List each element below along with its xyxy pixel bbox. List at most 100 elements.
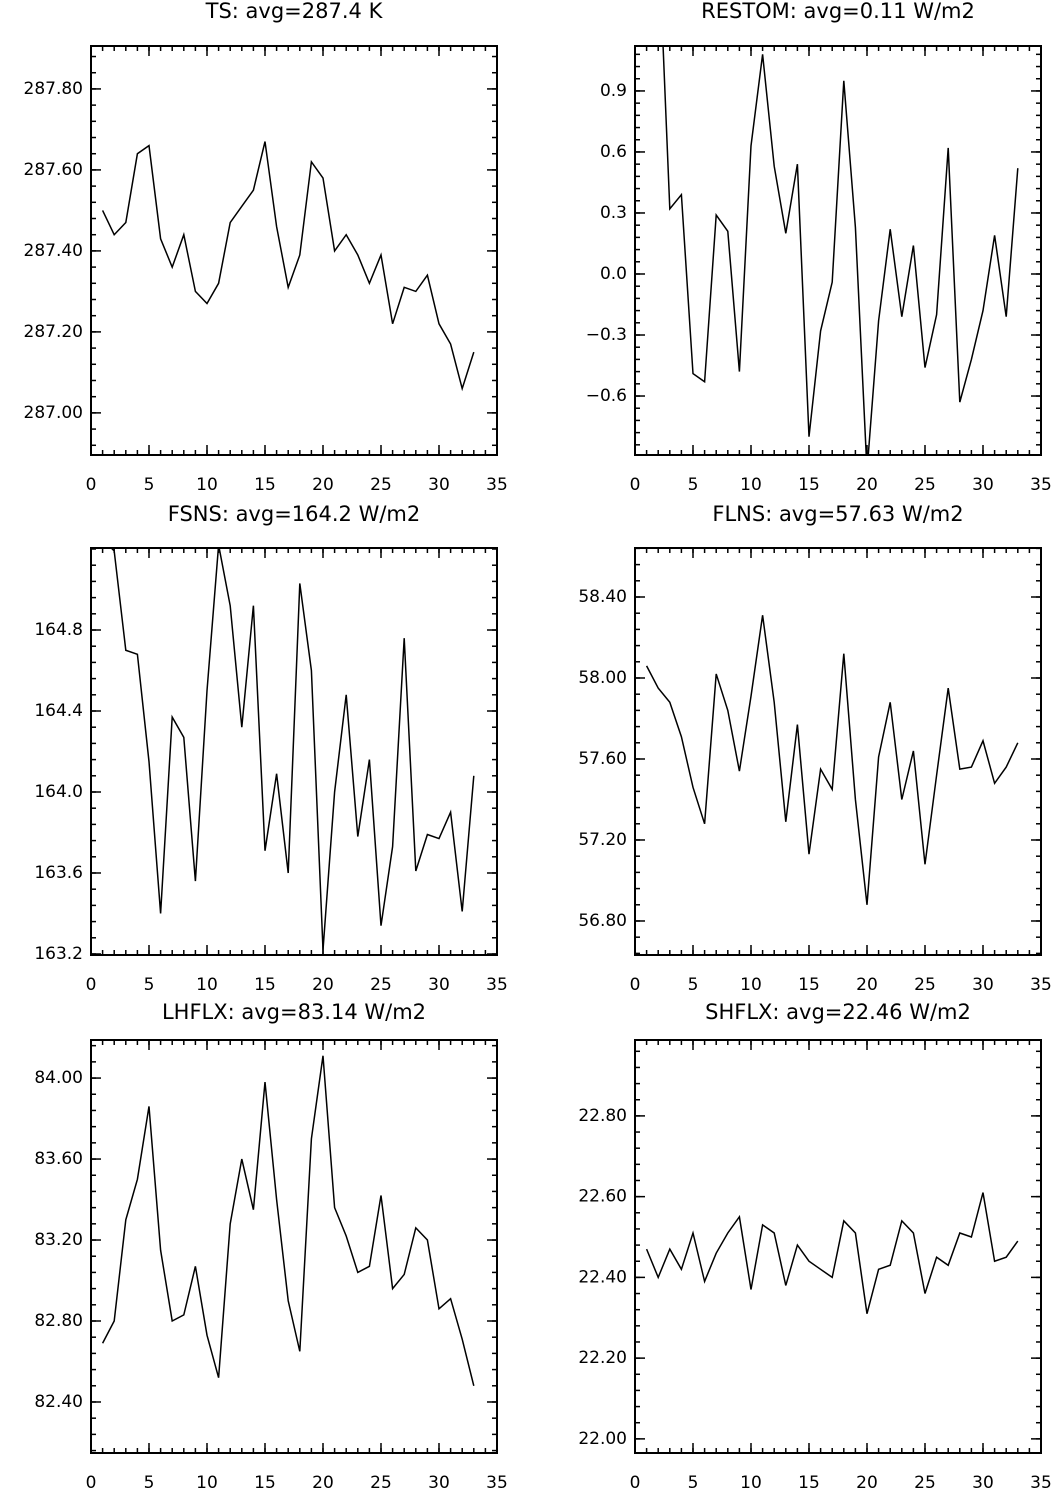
x-tick-label: 5 [144, 975, 155, 995]
x-tick-label: 20 [312, 975, 334, 995]
chart-title: FLNS: avg=57.63 W/m2 [712, 502, 963, 526]
y-tick-label: 58.00 [578, 668, 627, 688]
x-tick-label: 15 [798, 1473, 820, 1493]
chart-title: FSNS: avg=164.2 W/m2 [168, 502, 421, 526]
x-tick-label: 30 [428, 475, 450, 495]
x-tick-label: 30 [428, 975, 450, 995]
x-tick-label: 0 [86, 1473, 97, 1493]
x-tick-label: 30 [972, 1473, 994, 1493]
plot-frame [90, 45, 498, 456]
x-tick-label: 30 [972, 975, 994, 995]
plot-frame [90, 547, 498, 956]
data-line [662, 46, 1019, 455]
panel: 0 5 10 15 20 25 30 35 82.40 82.80 83.20 83.60 84.00 L… [34, 1000, 507, 1493]
y-tick-label: 58.40 [578, 587, 627, 607]
x-tick-label: 5 [688, 1473, 699, 1493]
panel: 0 5 10 15 20 25 30 35 −0.6 −0.3 0.0 0.3 0.6 0.9 RESTOM… [586, 0, 1052, 495]
x-tick-label: 10 [196, 1473, 218, 1493]
y-tick-label: 56.80 [578, 911, 627, 931]
x-tick-label: 10 [740, 475, 762, 495]
y-tick-label: 287.20 [24, 322, 83, 342]
y-tick-label: 82.40 [34, 1392, 83, 1412]
x-tick-label: 15 [254, 975, 276, 995]
panel: 0 5 10 15 20 25 30 35 287.00 287.20 287.40 287.60 28… [24, 0, 508, 495]
x-tick-label: 20 [312, 475, 334, 495]
y-tick-label: 57.60 [578, 749, 627, 769]
y-tick-label: 164.0 [34, 782, 83, 802]
x-tick-label: 20 [312, 1473, 334, 1493]
x-tick-label: 0 [630, 975, 641, 995]
panel: 0 5 10 15 20 25 30 35 56.80 57.20 57.60 58.00 58.40 F… [578, 502, 1051, 995]
y-tick-label: 0.9 [600, 81, 627, 101]
data-line [645, 1192, 1019, 1314]
y-tick-label: 163.2 [34, 944, 83, 964]
x-tick-label: 5 [144, 1473, 155, 1493]
x-tick-label: 35 [1030, 975, 1052, 995]
y-tick-label: 22.00 [578, 1429, 627, 1449]
y-tick-label: 163.6 [34, 863, 83, 883]
y-tick-label: −0.6 [586, 386, 627, 406]
x-tick-label: 20 [856, 1473, 878, 1493]
y-tick-label: 287.40 [24, 241, 83, 261]
y-tick-label: 164.4 [34, 701, 83, 721]
x-tick-label: 0 [86, 475, 97, 495]
data-line [645, 615, 1019, 905]
x-tick-label: 5 [688, 975, 699, 995]
plot-frame [634, 1039, 1042, 1454]
data-line [101, 1055, 475, 1386]
chart-title: RESTOM: avg=0.11 W/m2 [701, 0, 975, 23]
y-tick-label: 164.8 [34, 620, 83, 640]
y-tick-label: 82.80 [34, 1311, 83, 1331]
x-tick-label: 35 [1030, 475, 1052, 495]
x-tick-label: 10 [196, 975, 218, 995]
data-line [110, 548, 475, 950]
x-tick-label: 20 [856, 975, 878, 995]
y-tick-label: 0.3 [600, 203, 627, 223]
x-tick-label: 10 [196, 475, 218, 495]
y-tick-label: 0.0 [600, 264, 627, 284]
y-tick-label: 22.60 [578, 1187, 627, 1207]
x-tick-label: 15 [798, 475, 820, 495]
plot-frame [634, 547, 1042, 956]
x-tick-label: 0 [630, 1473, 641, 1493]
y-tick-label: −0.3 [586, 325, 627, 345]
x-tick-label: 35 [486, 975, 508, 995]
x-tick-label: 10 [740, 1473, 762, 1493]
x-tick-label: 0 [86, 975, 97, 995]
x-tick-label: 35 [486, 1473, 508, 1493]
data-line [101, 141, 475, 392]
chart-title: TS: avg=287.4 K [205, 0, 384, 23]
y-tick-label: 287.60 [24, 160, 83, 180]
x-tick-label: 35 [486, 475, 508, 495]
x-tick-label: 20 [856, 475, 878, 495]
x-tick-label: 25 [370, 1473, 392, 1493]
x-tick-label: 35 [1030, 1473, 1052, 1493]
x-tick-label: 25 [914, 975, 936, 995]
x-tick-label: 15 [254, 1473, 276, 1493]
y-tick-label: 22.20 [578, 1348, 627, 1368]
x-tick-label: 25 [914, 1473, 936, 1493]
x-tick-label: 5 [144, 475, 155, 495]
x-tick-label: 5 [688, 475, 699, 495]
x-tick-label: 0 [630, 475, 641, 495]
x-tick-label: 15 [254, 475, 276, 495]
y-tick-label: 83.20 [34, 1230, 83, 1250]
plot-frame [90, 1039, 498, 1454]
panel: 0 5 10 15 20 25 30 35 22.00 22.20 22.40 22.60 22.80 S… [578, 1000, 1051, 1493]
x-tick-label: 10 [740, 975, 762, 995]
chart-title: LHFLX: avg=83.14 W/m2 [162, 1000, 426, 1024]
y-tick-label: 287.00 [24, 403, 83, 423]
x-tick-label: 25 [370, 475, 392, 495]
y-tick-label: 84.00 [34, 1068, 83, 1088]
x-tick-label: 25 [370, 975, 392, 995]
x-tick-label: 15 [798, 975, 820, 995]
panel: 0 5 10 15 20 25 30 35 163.2 163.6 164.0 164.4 164.8 F… [34, 502, 507, 995]
x-tick-label: 25 [914, 475, 936, 495]
chart-title: SHFLX: avg=22.46 W/m2 [705, 1000, 971, 1024]
y-tick-label: 83.60 [34, 1149, 83, 1169]
y-tick-label: 57.20 [578, 830, 627, 850]
y-tick-label: 287.80 [24, 79, 83, 99]
y-tick-label: 0.6 [600, 142, 627, 162]
